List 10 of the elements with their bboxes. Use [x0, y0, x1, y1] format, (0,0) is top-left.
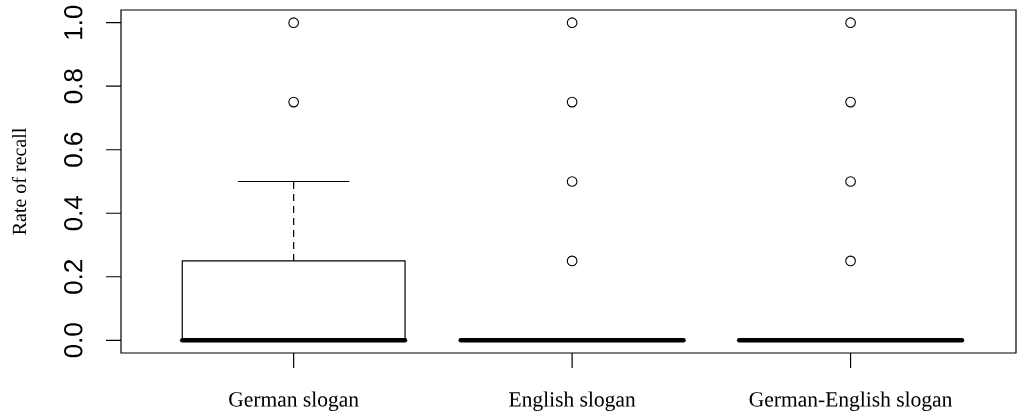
- y-axis-title: Rate of recall: [11, 128, 27, 235]
- x-tick-label: German-English slogan: [749, 391, 953, 412]
- y-tick-label: 0.8: [64, 69, 83, 104]
- y-tick-label: 0.6: [64, 132, 83, 167]
- y-tick-label: 1.0: [64, 5, 83, 39]
- x-tick-label: German slogan: [229, 391, 359, 412]
- y-tick-label: 0.0: [64, 323, 83, 358]
- y-tick-label: 0.2: [64, 259, 83, 294]
- x-tick-label: English slogan: [509, 391, 636, 412]
- y-tick-label: 0.4: [64, 195, 83, 231]
